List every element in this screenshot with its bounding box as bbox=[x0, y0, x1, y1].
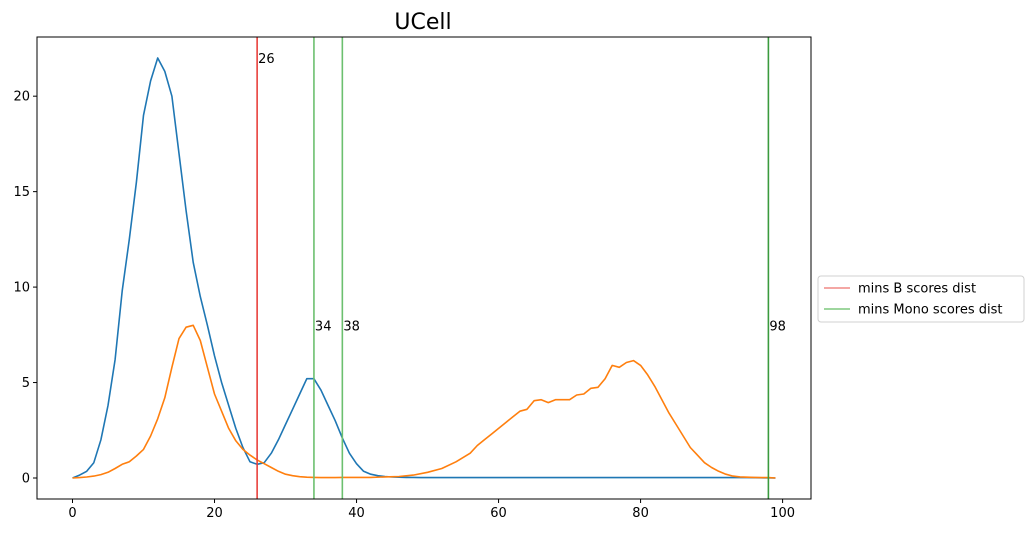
vline-label-26: 26 bbox=[258, 52, 275, 67]
series-line-1 bbox=[72, 324, 776, 479]
axes: 0 20 40 60 80 100 0 5 10 15 20 bbox=[13, 90, 795, 521]
plot-area: 26 34 38 98 bbox=[72, 37, 786, 499]
y-tick-label: 5 bbox=[22, 376, 30, 391]
legend-entry-1: mins Mono scores dist bbox=[858, 303, 1003, 318]
plot-frame bbox=[36, 36, 812, 500]
vline-label-34: 34 bbox=[315, 319, 332, 334]
y-tick-label: 10 bbox=[13, 281, 30, 296]
y-tick-label: 0 bbox=[22, 472, 30, 487]
vline-label-98: 98 bbox=[769, 319, 786, 334]
legend: mins B scores dist mins Mono scores dist bbox=[817, 275, 1025, 323]
y-tick-label: 15 bbox=[13, 185, 30, 200]
x-tick-label: 60 bbox=[490, 506, 507, 521]
x-tick-label: 40 bbox=[348, 506, 365, 521]
x-tick-label: 80 bbox=[632, 506, 649, 521]
series-line-0 bbox=[72, 57, 776, 479]
vline-label-38: 38 bbox=[343, 319, 360, 334]
legend-box bbox=[817, 275, 1025, 323]
y-tick-label: 20 bbox=[13, 90, 30, 105]
legend-entry-0: mins B scores dist bbox=[858, 282, 976, 297]
x-tick-label: 20 bbox=[206, 506, 223, 521]
x-tick-label: 100 bbox=[770, 506, 795, 521]
x-tick-label: 0 bbox=[68, 506, 76, 521]
chart-title: UCell bbox=[394, 10, 451, 35]
